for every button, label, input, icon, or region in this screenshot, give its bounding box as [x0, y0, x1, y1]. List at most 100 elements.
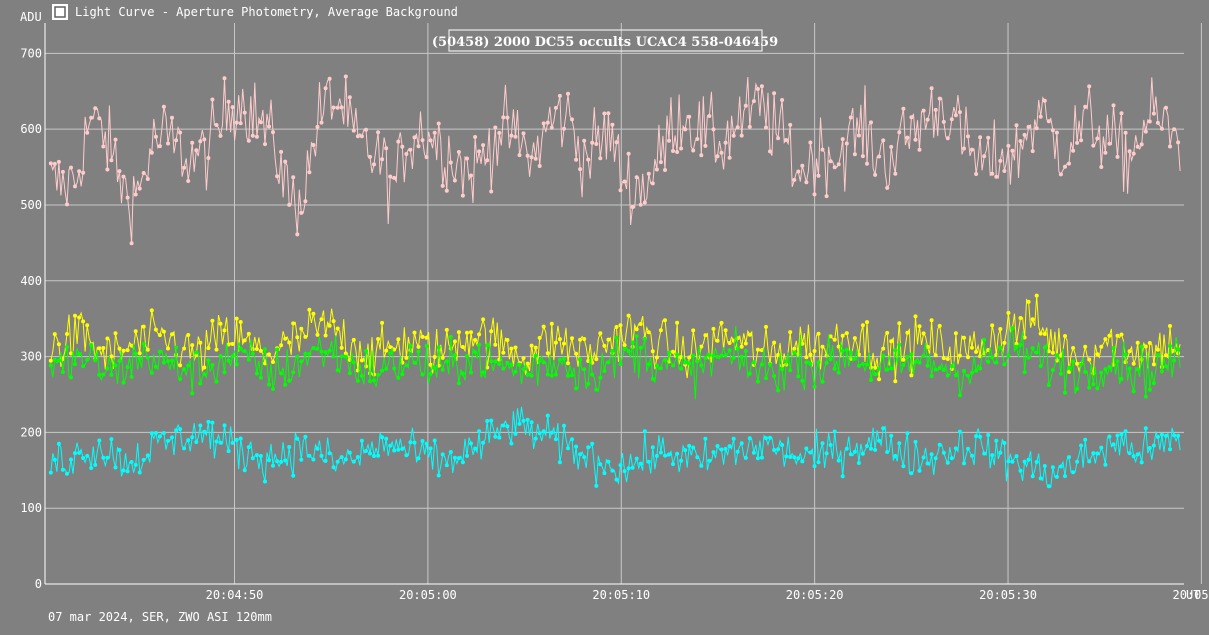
- app-icon-box[interactable]: [52, 4, 68, 20]
- data-point: [711, 353, 716, 358]
- app-icon[interactable]: [52, 4, 68, 20]
- data-point: [921, 108, 926, 113]
- data-point: [121, 348, 126, 353]
- data-point: [267, 382, 271, 387]
- data-point: [663, 318, 667, 323]
- data-point: [541, 360, 546, 365]
- data-point: [1135, 340, 1140, 345]
- y-axis-label: ADU: [20, 10, 42, 24]
- data-point: [56, 159, 61, 164]
- data-point: [182, 446, 187, 451]
- data-point: [279, 343, 284, 348]
- data-point: [541, 429, 546, 434]
- data-point: [145, 177, 150, 181]
- data-point: [856, 461, 861, 465]
- data-point: [885, 450, 890, 454]
- data-point: [315, 124, 320, 129]
- data-point: [719, 150, 724, 155]
- data-point: [161, 360, 166, 365]
- data-point: [966, 134, 970, 139]
- data-point: [1050, 368, 1055, 372]
- data-point: [307, 453, 312, 458]
- data-point: [1135, 452, 1140, 457]
- data-point: [77, 352, 82, 356]
- data-point: [1115, 359, 1120, 364]
- data-point: [545, 351, 550, 356]
- data-point: [452, 178, 457, 183]
- data-point: [1018, 342, 1023, 347]
- data-point: [776, 136, 781, 141]
- data-point: [614, 325, 619, 329]
- data-point: [925, 461, 930, 466]
- data-point: [384, 436, 389, 441]
- data-point: [626, 349, 631, 354]
- data-point: [618, 323, 623, 328]
- data-point: [1164, 353, 1168, 358]
- data-point: [226, 449, 231, 454]
- data-point: [889, 144, 894, 149]
- data-point: [986, 359, 991, 364]
- data-point: [473, 338, 478, 342]
- data-point: [691, 445, 696, 450]
- data-point: [469, 330, 473, 335]
- data-point: [570, 373, 574, 378]
- data-point: [759, 348, 764, 353]
- data-point: [638, 461, 643, 466]
- data-point: [258, 454, 263, 458]
- data-point: [917, 360, 922, 365]
- data-point: [153, 134, 158, 139]
- data-point: [444, 188, 449, 193]
- data-point: [1030, 474, 1035, 479]
- data-point: [594, 387, 599, 392]
- data-point: [905, 330, 910, 335]
- data-point: [234, 362, 239, 367]
- data-point: [368, 379, 372, 384]
- data-point: [537, 431, 542, 436]
- data-point: [525, 361, 530, 366]
- data-point: [226, 342, 231, 347]
- data-point: [319, 453, 324, 458]
- data-point: [667, 452, 671, 457]
- data-point: [505, 115, 510, 120]
- data-point: [77, 169, 82, 174]
- data-point: [638, 345, 643, 350]
- data-point: [687, 361, 692, 366]
- data-point: [1075, 459, 1080, 464]
- data-point: [299, 457, 304, 462]
- data-point: [663, 168, 667, 172]
- data-point: [186, 333, 191, 337]
- data-point: [808, 361, 813, 366]
- data-point: [533, 345, 538, 350]
- data-point: [279, 371, 284, 376]
- data-point: [452, 455, 457, 460]
- data-point: [372, 378, 376, 383]
- data-point: [513, 369, 518, 374]
- data-point: [675, 451, 680, 456]
- data-point: [873, 372, 878, 377]
- data-point: [77, 450, 82, 455]
- data-point: [517, 421, 522, 426]
- data-point: [1155, 434, 1160, 439]
- data-point: [574, 386, 579, 391]
- data-point: [913, 439, 918, 444]
- data-point: [190, 343, 195, 348]
- data-point: [1087, 84, 1092, 89]
- data-point: [844, 347, 849, 352]
- data-point: [804, 360, 809, 365]
- data-point: [469, 441, 473, 446]
- data-point: [586, 445, 591, 450]
- data-point: [109, 158, 114, 163]
- data-point: [489, 359, 494, 364]
- data-point: [101, 346, 106, 350]
- data-point: [630, 205, 635, 209]
- data-point: [97, 438, 102, 443]
- data-point: [909, 471, 914, 476]
- data-point: [618, 188, 623, 193]
- data-point: [784, 138, 789, 142]
- data-point: [602, 369, 607, 373]
- data-point: [307, 307, 312, 312]
- data-point: [545, 413, 550, 418]
- data-point: [711, 326, 716, 331]
- data-point: [695, 359, 700, 364]
